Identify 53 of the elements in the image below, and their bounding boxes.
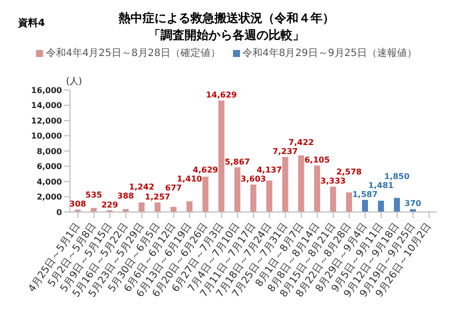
bar	[362, 200, 368, 212]
data-label: 535	[85, 190, 103, 200]
data-label: 2,578	[336, 168, 362, 177]
text: 資料4	[18, 16, 45, 30]
y-tick-label: 14,000	[31, 101, 62, 110]
data-label: 14,629	[206, 90, 238, 100]
bar	[186, 201, 192, 212]
data-label: 3,603	[240, 174, 266, 184]
data-label: 370	[404, 199, 422, 208]
y-tick-label: 4,000	[36, 177, 62, 186]
data-label: 1,410	[176, 174, 203, 184]
y-tick-label: 10,000	[31, 132, 62, 141]
data-label: 7,422	[288, 138, 314, 147]
bar	[266, 180, 272, 212]
bar	[154, 202, 161, 212]
data-label: 388	[117, 191, 134, 200]
data-label: 4,137	[256, 166, 282, 175]
data-label: 1,481	[368, 180, 394, 190]
data-label: 1,850	[384, 172, 410, 181]
data-label: 3,333	[320, 176, 346, 186]
bar	[330, 186, 336, 212]
bar	[314, 165, 320, 212]
data-label: 5,867	[224, 157, 250, 166]
data-label: 4,629	[192, 165, 219, 174]
bar	[282, 156, 288, 212]
data-label: 1,257	[144, 192, 170, 202]
y-tick-label: 2,000	[36, 192, 62, 202]
bar	[394, 198, 400, 212]
bar	[298, 155, 304, 212]
data-label: 6,105	[304, 155, 330, 164]
y-tick-label: 0	[56, 208, 62, 217]
bar	[138, 202, 145, 212]
y-tick-label: 8,000	[36, 146, 62, 156]
data-label: 1,587	[352, 190, 378, 199]
bar	[234, 167, 240, 212]
bar	[250, 184, 256, 212]
bar	[378, 200, 384, 212]
chart-subtitle: 「調査開始から各週の比較」	[148, 28, 304, 42]
bar	[218, 100, 224, 212]
data-label: 308	[69, 200, 87, 209]
y-tick-label: 12,000	[31, 116, 62, 126]
chart-title: 熱中症による救急搬送状況（令和４年）	[118, 11, 334, 25]
bar	[202, 176, 208, 212]
data-label: 229	[101, 200, 118, 210]
legend-label: 令和4年8月29日～9月25日（速報値）	[242, 46, 418, 60]
data-label: 7,237	[272, 146, 298, 156]
data-label: 677	[165, 183, 182, 192]
y-tick-label: 6,000	[36, 162, 62, 172]
y-axis-title: (人)	[66, 76, 82, 87]
y-tick-label: 16,000	[31, 86, 62, 95]
bar	[346, 192, 352, 212]
data-label: 1,242	[128, 182, 154, 192]
legend-label: 令和4年4月25日～8月28日（確定値）	[44, 46, 220, 60]
